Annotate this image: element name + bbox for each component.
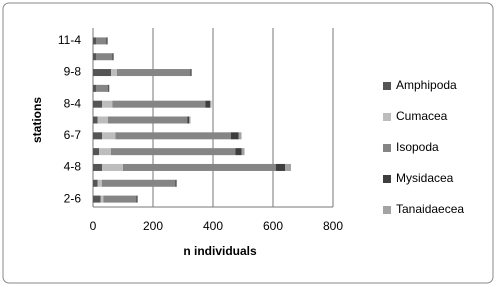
bar-segment — [276, 163, 285, 171]
bar-segment — [113, 53, 114, 61]
bar-segment — [191, 69, 192, 77]
bar-segment — [102, 179, 176, 187]
y-tick-label: 4-8 — [64, 160, 82, 174]
bar-segment — [210, 100, 212, 108]
bar-segment — [93, 132, 102, 140]
x-tick-label: 800 — [323, 219, 343, 233]
bar-segment — [205, 100, 210, 108]
bar-segment — [107, 37, 108, 45]
x-tick-label: 400 — [203, 219, 223, 233]
bar-segment — [102, 132, 116, 140]
bar-segment — [106, 37, 108, 45]
bar-segment — [189, 116, 191, 124]
bar-segment — [112, 100, 206, 108]
bar-segment — [99, 148, 111, 156]
bar-segment — [93, 84, 96, 92]
y-tick-label: 11-4 — [58, 33, 81, 47]
bar-segment — [96, 53, 113, 61]
bar-segment — [235, 148, 242, 156]
x-tick-label: 0 — [90, 219, 97, 233]
legend-label: Cumacea — [396, 109, 448, 123]
bar-segment — [112, 53, 114, 61]
bar-segment — [93, 100, 102, 108]
bar-segment — [117, 69, 191, 77]
y-tick-label: 9-8 — [64, 65, 82, 79]
bar-segment — [115, 132, 231, 140]
y-tick-label: 2-6 — [64, 191, 82, 205]
y-tick-label: 6-7 — [64, 128, 82, 142]
bar-segment — [187, 116, 189, 124]
bar-segment — [136, 195, 138, 203]
bar-segment — [241, 148, 245, 156]
bar-segment — [108, 84, 110, 92]
bar-segment — [108, 84, 109, 92]
legend-label: Tanaidaecea — [396, 202, 464, 216]
y-tick-label: 8-4 — [64, 96, 82, 110]
bar-segment — [93, 179, 98, 187]
x-tick-label: 600 — [263, 219, 283, 233]
bar-segment — [103, 195, 137, 203]
bar-segment — [93, 163, 102, 171]
legend-swatch — [383, 206, 391, 214]
bar-segment — [96, 84, 108, 92]
bar-segment — [175, 179, 177, 187]
bar-segment — [176, 179, 177, 187]
legend-label: Mysidacea — [396, 171, 454, 185]
x-axis-label: n individuals — [183, 244, 257, 258]
bar-segment — [93, 69, 111, 77]
bar-segment — [96, 37, 107, 45]
bar-segment — [93, 53, 96, 61]
legend-swatch — [383, 113, 391, 121]
legend-label: Amphipoda — [396, 78, 457, 92]
bar-segment — [238, 132, 242, 140]
y-axis-label: stations — [30, 97, 44, 143]
bar-segment — [93, 195, 101, 203]
bar-segment — [108, 116, 188, 124]
bar-segment — [123, 163, 276, 171]
bar-segment — [93, 148, 99, 156]
x-tick-label: 200 — [143, 219, 163, 233]
legend-label: Isopoda — [396, 140, 439, 154]
bar-segment — [93, 37, 96, 45]
bar-segment — [231, 132, 239, 140]
bar-segment — [100, 195, 104, 203]
legend-swatch — [383, 144, 391, 152]
bar-segment — [97, 116, 108, 124]
bar-segment — [97, 179, 102, 187]
bar-segment — [285, 163, 291, 171]
legend-swatch — [383, 82, 391, 90]
bar-segment — [111, 69, 117, 77]
bar-segment — [111, 148, 236, 156]
bar-segment — [102, 163, 123, 171]
bar-segment — [137, 195, 138, 203]
bar-segment — [190, 69, 192, 77]
bar-segment — [93, 116, 98, 124]
legend-swatch — [383, 175, 391, 183]
bar-segment — [102, 100, 113, 108]
